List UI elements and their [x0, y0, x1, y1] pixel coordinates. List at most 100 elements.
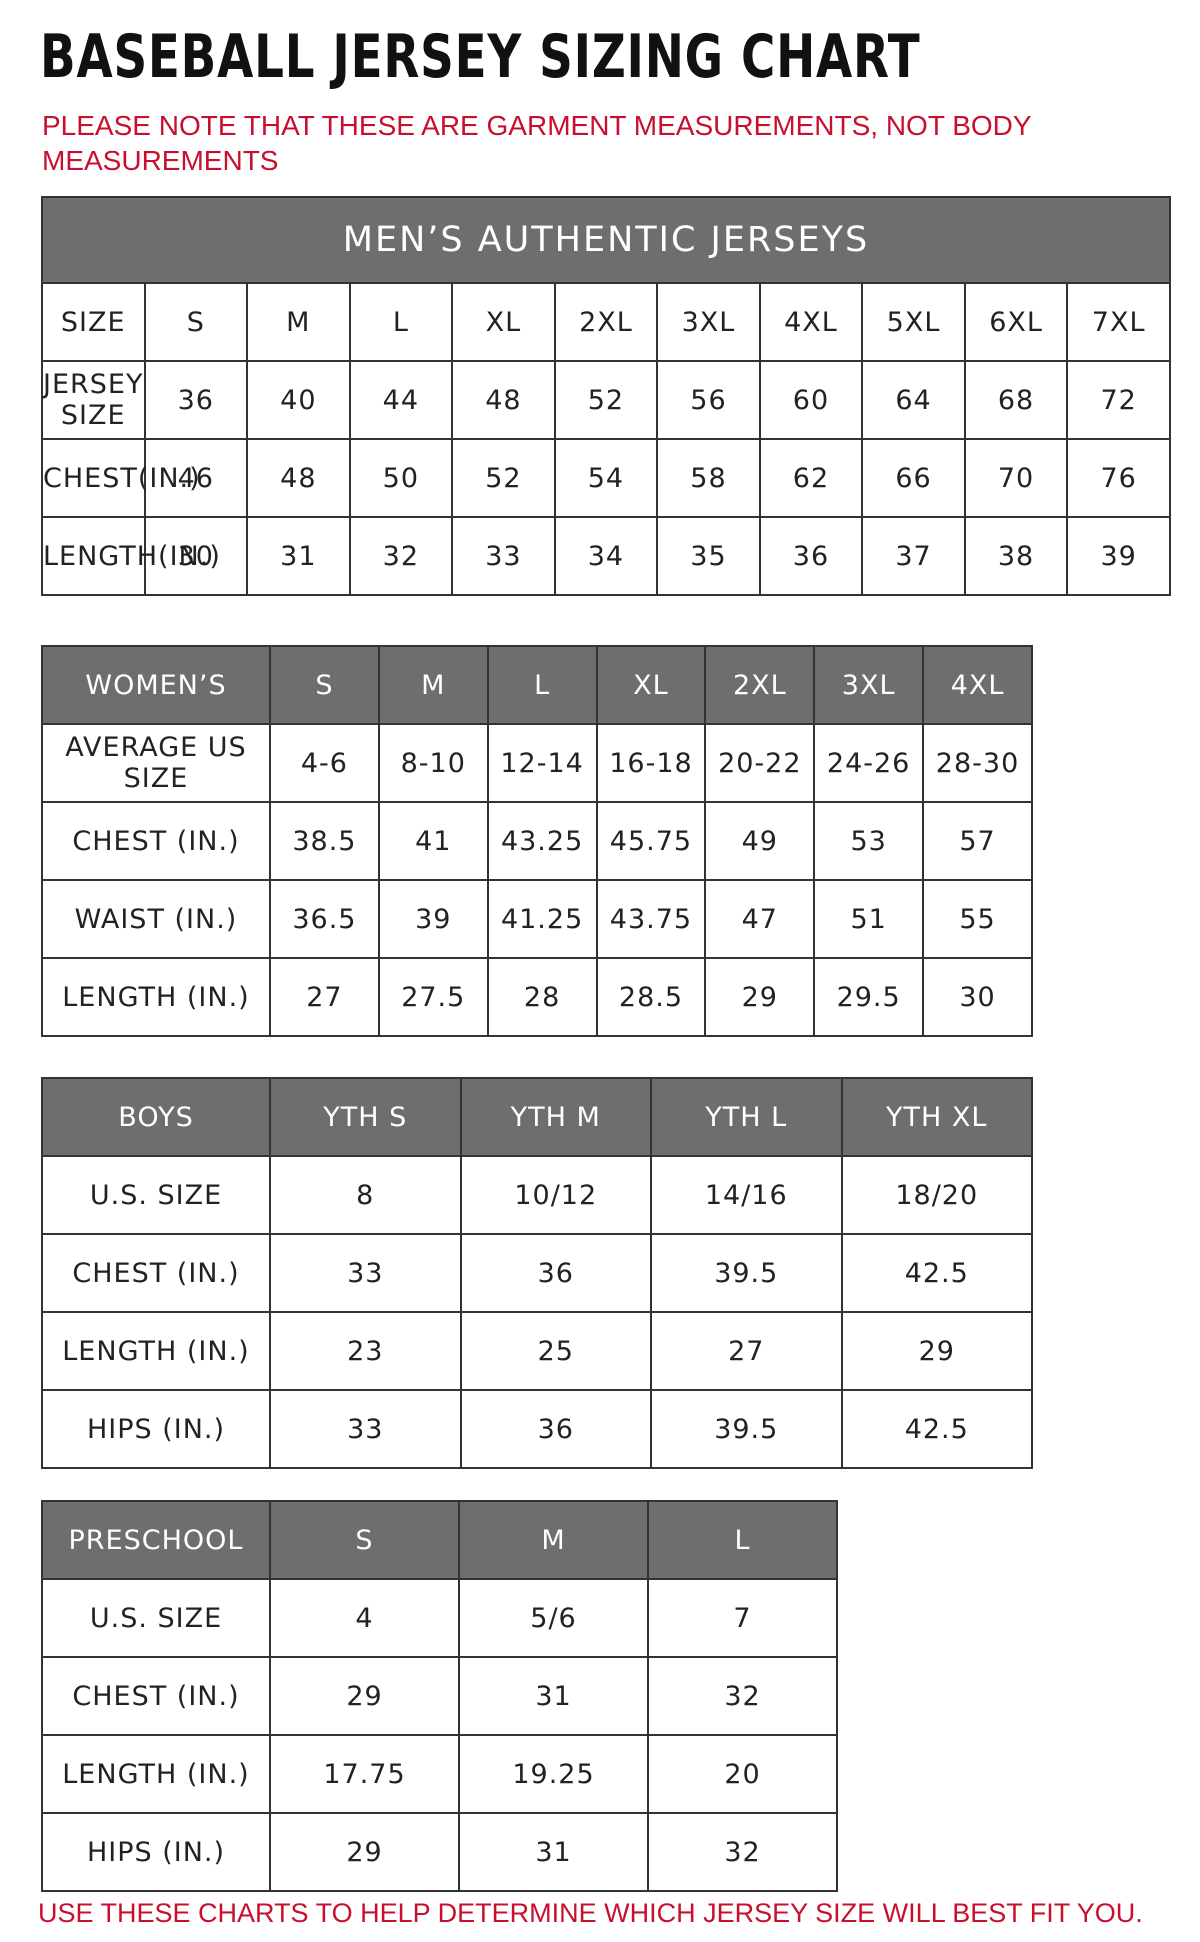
cell: 33: [269, 1233, 462, 1313]
cell: 36: [758, 516, 864, 596]
size-table: PRESCHOOL S M L U.S. SIZE 4 5/6 7 CHEST (IN.) 29 3…: [41, 1500, 838, 1892]
row-label: LENGTH (IN.): [41, 957, 271, 1037]
data-row: LENGTH (IN.) 27 27.5 28 28.5 29 29.5 30: [41, 957, 1033, 1037]
header-cell: 3XL: [656, 282, 761, 362]
cell: 29: [840, 1311, 1033, 1391]
cell: 12-14: [486, 723, 598, 803]
cell: 34: [553, 516, 659, 596]
cell: 20: [647, 1734, 838, 1814]
cell: 16-18: [595, 723, 707, 803]
cell: 60: [758, 360, 864, 440]
cell: 41.25: [486, 879, 598, 959]
cell: 24-26: [813, 723, 925, 803]
title-row: MEN’S AUTHENTIC JERSEYS: [41, 196, 1171, 284]
cell: 39.5: [650, 1389, 843, 1469]
header-row: WOMEN’S S M L XL 2XL 3XL 4XL: [41, 645, 1033, 725]
cell: 29: [269, 1812, 460, 1892]
header-cell: L: [647, 1500, 838, 1580]
cell: 30: [922, 957, 1033, 1037]
cell: 32: [348, 516, 454, 596]
row-label: LENGTH (IN.): [41, 1311, 271, 1391]
header-cell: 3XL: [813, 645, 925, 725]
header-row: SIZE S M L XL 2XL 3XL 4XL 5XL 6XL 7XL: [41, 282, 1171, 362]
cell: 25: [459, 1311, 652, 1391]
cell: 52: [553, 360, 659, 440]
cell: 70: [963, 438, 1069, 518]
cell: 51: [813, 879, 925, 959]
header-cell: YTH S: [269, 1077, 462, 1157]
data-row: LENGTH(IN.) 30 31 32 33 34 35 36 37 38 39: [41, 516, 1171, 596]
data-row: LENGTH (IN.) 17.75 19.25 20: [41, 1734, 838, 1814]
cell: 40: [246, 360, 351, 440]
header-cell: YTH L: [650, 1077, 843, 1157]
header-cell: PRESCHOOL: [41, 1500, 271, 1580]
cell: 27.5: [377, 957, 489, 1037]
header-cell: L: [486, 645, 598, 725]
cell: 58: [656, 438, 761, 518]
cell: 28: [486, 957, 598, 1037]
cell: 39: [377, 879, 489, 959]
cell: 36: [459, 1389, 652, 1469]
data-row: CHEST (IN.) 38.5 41 43.25 45.75 49 53 57: [41, 801, 1033, 881]
cell: 18/20: [840, 1155, 1033, 1235]
header-cell: M: [377, 645, 489, 725]
cell: 28.5: [595, 957, 707, 1037]
cell: 57: [922, 801, 1033, 881]
header-cell: YTH XL: [840, 1077, 1033, 1157]
cell: 52: [451, 438, 556, 518]
header-cell: XL: [451, 282, 556, 362]
cell: 19.25: [458, 1734, 649, 1814]
cell: 33: [269, 1389, 462, 1469]
cell: 8: [269, 1155, 462, 1235]
header-cell: M: [458, 1500, 649, 1580]
cell: 45.75: [595, 801, 707, 881]
cell: 4-6: [269, 723, 380, 803]
cell: 31: [458, 1812, 649, 1892]
cell: 30: [143, 516, 249, 596]
header-cell: 2XL: [704, 645, 816, 725]
footer: USE THESE CHARTS TO HELP DETERMINE WHICH…: [38, 1898, 1143, 1928]
cell: 56: [656, 360, 761, 440]
cell: 31: [246, 516, 351, 596]
cell: 76: [1066, 438, 1171, 518]
row-label: AVERAGE US SIZE: [41, 723, 271, 803]
cell: 42.5: [840, 1233, 1033, 1313]
row-label: LENGTH(IN.): [41, 516, 220, 596]
header-cell: 4XL: [922, 645, 1033, 725]
header-cell: XL: [595, 645, 707, 725]
cell: 48: [246, 438, 351, 518]
data-row: U.S. SIZE 4 5/6 7: [41, 1578, 838, 1658]
cell: 32: [647, 1656, 838, 1736]
cell: 72: [1066, 360, 1171, 440]
cell: 37: [861, 516, 966, 596]
header-cell: BOYS: [41, 1077, 271, 1157]
cell: 39.5: [650, 1233, 843, 1313]
table-title: MEN’S AUTHENTIC JERSEYS: [41, 196, 1171, 284]
header-cell: YTH M: [459, 1077, 652, 1157]
header-cell: 7XL: [1066, 282, 1171, 362]
row-label: CHEST (IN.): [41, 1656, 271, 1736]
data-row: JERSEY SIZE 36 40 44 48 52 56 60 64 68 72: [41, 360, 1171, 440]
cell: 31: [458, 1656, 649, 1736]
cell: 68: [963, 360, 1069, 440]
cell: 66: [861, 438, 966, 518]
cell: 36: [459, 1233, 652, 1313]
cell: 27: [650, 1311, 843, 1391]
cell: 14/16: [650, 1155, 843, 1235]
cell: 50: [348, 438, 454, 518]
cell: 39: [1066, 516, 1171, 596]
header-cell: S: [269, 645, 380, 725]
row-label: CHEST (IN.): [41, 801, 271, 881]
header-cell: S: [269, 1500, 460, 1580]
header-cell: SIZE: [41, 282, 146, 362]
cell: 42.5: [840, 1389, 1033, 1469]
row-label: U.S. SIZE: [41, 1578, 271, 1658]
data-row: U.S. SIZE 8 10/12 14/16 18/20: [41, 1155, 1033, 1235]
cell: 29.5: [813, 957, 925, 1037]
cell: 27: [269, 957, 380, 1037]
page-title: BASEBALL JERSEY SIZING CHART: [40, 22, 921, 92]
size-table: MEN’S AUTHENTIC JERSEYS SIZE S M L XL 2XL 3XL 4X…: [41, 196, 1171, 596]
cell: 55: [922, 879, 1033, 959]
header-cell: L: [348, 282, 454, 362]
